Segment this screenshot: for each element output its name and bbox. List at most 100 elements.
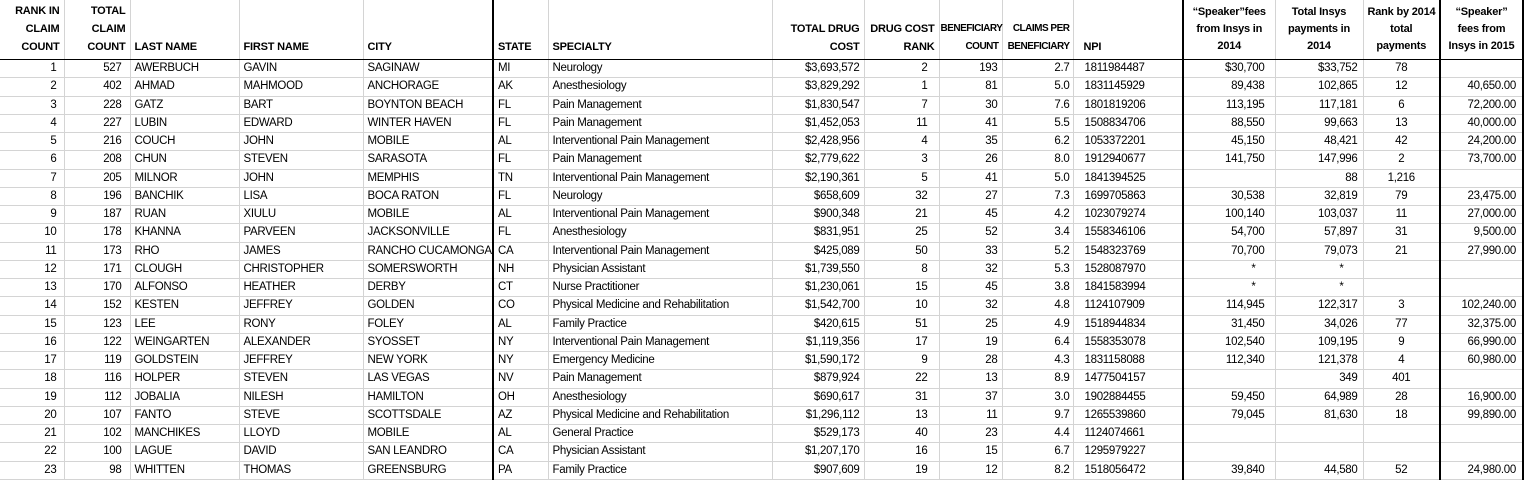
cell-first-name[interactable]: PARVEEN: [239, 223, 364, 243]
cell-rank-by-2014-total-payments[interactable]: 1,216: [1363, 169, 1441, 188]
cell-total-drug-cost[interactable]: $900,348: [772, 205, 865, 225]
cell-claims-per-beneficiary[interactable]: 7.3: [1002, 187, 1074, 207]
cell-npi[interactable]: 1699705863: [1073, 187, 1184, 207]
cell-last-name[interactable]: AWERBUCH: [130, 59, 240, 79]
cell-last-name[interactable]: AHMAD: [130, 77, 240, 97]
cell-speaker-fees-insys-2015[interactable]: [1440, 442, 1524, 462]
cell-rank-in-claim-count[interactable]: 9: [0, 205, 65, 225]
cell-first-name[interactable]: JEFFREY: [239, 351, 364, 371]
cell-total-insys-payments-2014[interactable]: 88: [1275, 169, 1364, 188]
cell-specialty[interactable]: General Practice: [548, 424, 773, 444]
cell-first-name[interactable]: EDWARD: [239, 114, 364, 134]
cell-state[interactable]: FL: [493, 187, 549, 207]
cell-state[interactable]: AK: [493, 77, 549, 97]
cell-first-name[interactable]: ALEXANDER: [239, 333, 364, 353]
cell-claims-per-beneficiary[interactable]: 6.2: [1002, 132, 1074, 152]
cell-first-name[interactable]: THOMAS: [239, 461, 364, 480]
cell-first-name[interactable]: GAVIN: [239, 59, 364, 79]
cell-speaker-fees-insys-2014[interactable]: 54,700: [1183, 223, 1276, 243]
cell-total-drug-cost[interactable]: $425,089: [772, 242, 865, 261]
cell-city[interactable]: SAGINAW: [363, 59, 494, 79]
cell-state[interactable]: AL: [493, 315, 549, 334]
cell-speaker-fees-insys-2015[interactable]: 72,200.00: [1440, 96, 1524, 115]
cell-total-claim-count[interactable]: 205: [64, 169, 131, 188]
cell-rank-in-claim-count[interactable]: 17: [0, 351, 65, 371]
cell-state[interactable]: AZ: [493, 406, 549, 426]
cell-city[interactable]: DERBY: [363, 278, 494, 298]
cell-claims-per-beneficiary[interactable]: 4.2: [1002, 205, 1074, 225]
cell-last-name[interactable]: MILNOR: [130, 169, 240, 188]
cell-first-name[interactable]: LISA: [239, 187, 364, 207]
cell-drug-cost-rank[interactable]: 3: [864, 150, 940, 170]
header-cell-rank-in-claim-count[interactable]: RANK IN CLAIM COUNT: [0, 0, 65, 60]
cell-state[interactable]: NV: [493, 369, 549, 389]
cell-beneficiary-count[interactable]: 41: [939, 169, 1003, 188]
cell-speaker-fees-insys-2014[interactable]: 141,750: [1183, 150, 1276, 170]
cell-first-name[interactable]: HEATHER: [239, 278, 364, 298]
cell-speaker-fees-insys-2014[interactable]: *: [1183, 278, 1276, 298]
cell-npi[interactable]: 1841394525: [1073, 169, 1184, 188]
cell-speaker-fees-insys-2015[interactable]: 23,475.00: [1440, 187, 1524, 207]
cell-first-name[interactable]: NILESH: [239, 388, 364, 407]
cell-total-claim-count[interactable]: 107: [64, 406, 131, 426]
cell-first-name[interactable]: LLOYD: [239, 424, 364, 444]
cell-total-drug-cost[interactable]: $1,452,053: [772, 114, 865, 134]
cell-first-name[interactable]: CHRISTOPHER: [239, 260, 364, 280]
cell-rank-by-2014-total-payments[interactable]: 52: [1363, 461, 1441, 480]
cell-total-drug-cost[interactable]: $907,609: [772, 461, 865, 480]
cell-npi[interactable]: 1295979227: [1073, 442, 1184, 462]
cell-speaker-fees-insys-2014[interactable]: [1183, 442, 1276, 462]
cell-total-insys-payments-2014[interactable]: $33,752: [1275, 59, 1364, 79]
cell-rank-in-claim-count[interactable]: 13: [0, 278, 65, 298]
cell-drug-cost-rank[interactable]: 22: [864, 369, 940, 389]
cell-npi[interactable]: 1023079274: [1073, 205, 1184, 225]
cell-speaker-fees-insys-2015[interactable]: 40,000.00: [1440, 114, 1524, 134]
cell-last-name[interactable]: KESTEN: [130, 296, 240, 316]
cell-claims-per-beneficiary[interactable]: 4.9: [1002, 315, 1074, 334]
cell-speaker-fees-insys-2014[interactable]: 88,550: [1183, 114, 1276, 134]
cell-rank-by-2014-total-payments[interactable]: [1363, 260, 1441, 280]
cell-first-name[interactable]: STEVEN: [239, 150, 364, 170]
cell-city[interactable]: MOBILE: [363, 132, 494, 152]
cell-speaker-fees-insys-2014[interactable]: 70,700: [1183, 242, 1276, 261]
header-cell-speaker-fees-insys-2014[interactable]: “Speaker”fees from Insys in 2014: [1183, 0, 1276, 60]
cell-total-claim-count[interactable]: 170: [64, 278, 131, 298]
cell-total-insys-payments-2014[interactable]: 103,037: [1275, 205, 1364, 225]
cell-speaker-fees-insys-2015[interactable]: 16,900.00: [1440, 388, 1524, 407]
cell-npi[interactable]: 1124074661: [1073, 424, 1184, 444]
cell-rank-by-2014-total-payments[interactable]: 18: [1363, 406, 1441, 426]
cell-first-name[interactable]: DAVID: [239, 442, 364, 462]
cell-state[interactable]: NY: [493, 333, 549, 353]
cell-total-drug-cost[interactable]: $529,173: [772, 424, 865, 444]
cell-rank-in-claim-count[interactable]: 4: [0, 114, 65, 134]
cell-beneficiary-count[interactable]: 23: [939, 424, 1003, 444]
cell-beneficiary-count[interactable]: 26: [939, 150, 1003, 170]
cell-speaker-fees-insys-2015[interactable]: [1440, 169, 1524, 188]
cell-specialty[interactable]: Emergency Medicine: [548, 351, 773, 371]
cell-last-name[interactable]: MANCHIKES: [130, 424, 240, 444]
cell-last-name[interactable]: WEINGARTEN: [130, 333, 240, 353]
cell-total-insys-payments-2014[interactable]: 349: [1275, 369, 1364, 389]
cell-first-name[interactable]: XIULU: [239, 205, 364, 225]
cell-last-name[interactable]: HOLPER: [130, 369, 240, 389]
cell-total-claim-count[interactable]: 116: [64, 369, 131, 389]
cell-total-drug-cost[interactable]: $1,296,112: [772, 406, 865, 426]
cell-specialty[interactable]: Family Practice: [548, 315, 773, 334]
cell-total-drug-cost[interactable]: $2,190,361: [772, 169, 865, 188]
cell-speaker-fees-insys-2015[interactable]: [1440, 369, 1524, 389]
cell-last-name[interactable]: ALFONSO: [130, 278, 240, 298]
cell-speaker-fees-insys-2015[interactable]: 66,990.00: [1440, 333, 1524, 353]
cell-claims-per-beneficiary[interactable]: 5.0: [1002, 169, 1074, 188]
cell-rank-by-2014-total-payments[interactable]: 42: [1363, 132, 1441, 152]
cell-city[interactable]: MOBILE: [363, 205, 494, 225]
cell-total-claim-count[interactable]: 208: [64, 150, 131, 170]
cell-speaker-fees-insys-2015[interactable]: 27,990.00: [1440, 242, 1524, 261]
cell-rank-in-claim-count[interactable]: 18: [0, 369, 65, 389]
cell-speaker-fees-insys-2014[interactable]: 112,340: [1183, 351, 1276, 371]
cell-total-insys-payments-2014[interactable]: 102,865: [1275, 77, 1364, 97]
cell-speaker-fees-insys-2015[interactable]: 102,240.00: [1440, 296, 1524, 316]
cell-npi[interactable]: 1053372201: [1073, 132, 1184, 152]
cell-beneficiary-count[interactable]: 45: [939, 205, 1003, 225]
cell-total-insys-payments-2014[interactable]: 121,378: [1275, 351, 1364, 371]
cell-npi[interactable]: 1477504157: [1073, 369, 1184, 389]
